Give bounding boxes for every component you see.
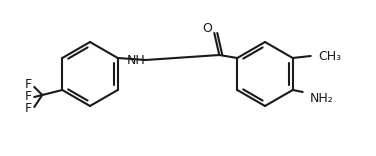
Text: F: F <box>25 78 32 92</box>
Text: NH: NH <box>126 54 145 66</box>
Text: F: F <box>25 102 32 115</box>
Text: NH₂: NH₂ <box>310 92 334 105</box>
Text: F: F <box>25 90 32 103</box>
Text: CH₃: CH₃ <box>319 49 342 63</box>
Text: O: O <box>202 22 212 34</box>
